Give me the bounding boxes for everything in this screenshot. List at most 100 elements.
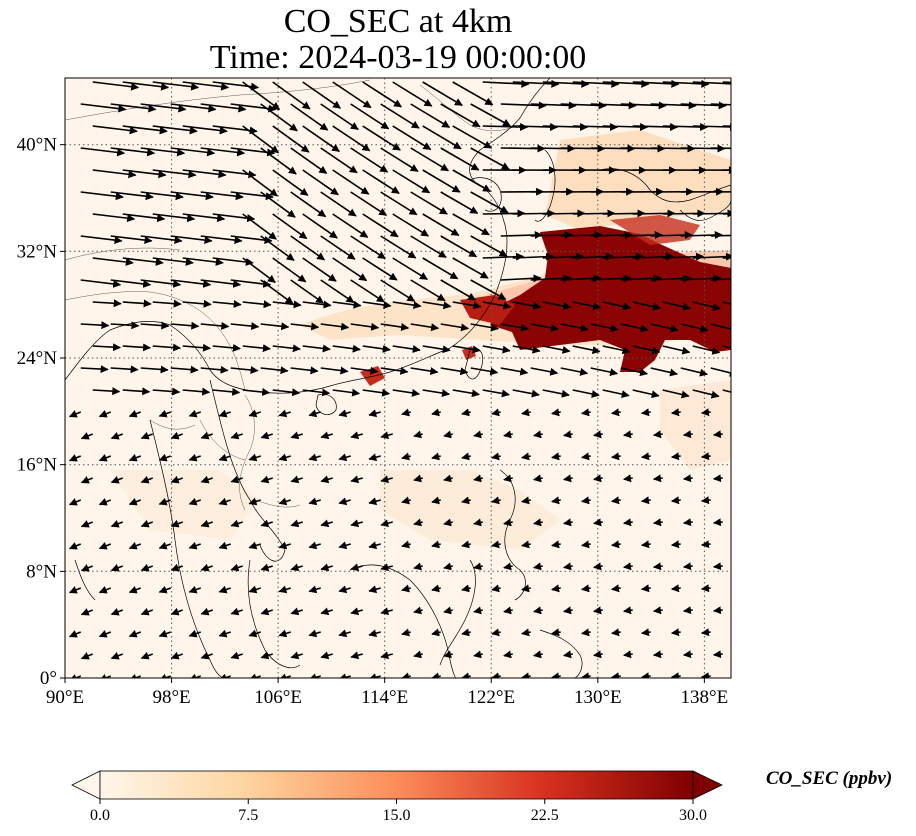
colorbar-gradient [99, 770, 694, 800]
wind-arrow [692, 252, 731, 261]
wind-arrow [422, 345, 451, 354]
wind-arrow [503, 518, 513, 527]
wind-arrow [320, 607, 333, 616]
wind-arrow [632, 79, 680, 88]
wind-arrow [470, 279, 507, 301]
wind-arrow [140, 235, 183, 245]
wind-arrow [692, 301, 721, 311]
wind-arrow [230, 322, 260, 331]
wind-arrow [641, 540, 651, 549]
wind-arrow [380, 147, 419, 173]
wind-arrow [98, 586, 112, 594]
wind-arrow [170, 607, 183, 616]
wind-arrow [302, 388, 331, 397]
title-line-2: Time: 2024-03-19 00:00:00 [209, 39, 587, 76]
wind-arrow [182, 213, 226, 223]
wind-arrow [593, 518, 603, 527]
wind-arrow [380, 563, 393, 572]
wind-arrow [98, 630, 112, 638]
wind-arrow [302, 81, 342, 109]
wind-arrow [500, 323, 529, 332]
wind-arrow [461, 496, 471, 505]
wind-arrow [188, 629, 201, 638]
wind-arrow [722, 301, 731, 305]
wind-arrow [440, 367, 469, 376]
wind-arrow [641, 452, 651, 461]
colorbar-tick-label: 15.0 [383, 807, 411, 824]
wind-arrow [140, 651, 154, 660]
wind-arrow [662, 345, 691, 355]
wind-arrow [170, 103, 217, 113]
wind-arrow [521, 540, 531, 549]
wind-arrow [290, 191, 327, 218]
concentration-field [110, 130, 731, 550]
wind-arrow [611, 408, 621, 417]
wind-arrow [623, 430, 633, 439]
wind-arrow [461, 540, 471, 549]
wind-arrow [431, 584, 441, 593]
wind-arrow [182, 81, 230, 91]
colorbar-low-extend [71, 770, 101, 800]
wind-arrow [230, 519, 243, 528]
wind-arrow [140, 431, 154, 440]
wind-arrow [482, 79, 530, 88]
wind-arrow [653, 430, 663, 439]
wind-arrow [272, 213, 308, 240]
wind-arrow [332, 300, 362, 309]
wind-arrow [440, 279, 476, 301]
wind-arrow [380, 279, 416, 302]
wind-arrow [350, 475, 363, 484]
wind-arrow [620, 231, 663, 240]
lon-tick-label: 122°E [467, 687, 515, 708]
wind-arrow [242, 300, 272, 309]
wind-arrow [671, 584, 681, 593]
wind-arrow [230, 651, 243, 660]
wind-arrow [92, 169, 137, 179]
wind-arrow [551, 672, 561, 678]
wind-arrow [170, 365, 199, 374]
wind-arrow [110, 608, 124, 616]
wind-arrow [200, 651, 213, 660]
wind-arrow [392, 125, 432, 151]
wind-arrow [350, 519, 363, 528]
wind-arrow [443, 562, 453, 571]
wind-arrow [320, 366, 349, 375]
wind-arrow [170, 431, 183, 440]
wind-arrow [80, 564, 94, 572]
wind-arrow [110, 365, 139, 374]
wind-arrow [188, 409, 201, 418]
wind-arrow [122, 257, 164, 266]
wind-arrow [440, 235, 478, 258]
wind-arrow [200, 279, 242, 288]
wind-arrow [158, 453, 172, 462]
wind-arrow [500, 367, 529, 376]
wind-arrow [98, 674, 112, 678]
wind-arrow [68, 410, 82, 418]
wind-arrow [581, 496, 591, 505]
wind-arrow [338, 541, 351, 550]
wind-arrow [140, 147, 186, 157]
wind-arrow [350, 191, 388, 216]
wind-arrow [722, 125, 731, 128]
wind-arrow [332, 81, 372, 109]
wind-arrow [572, 252, 615, 261]
lon-tick-label: 106°E [254, 687, 302, 708]
wind-arrow [68, 454, 82, 462]
wind-arrow [422, 81, 463, 107]
wind-arrow [260, 322, 290, 331]
wind-arrow [212, 81, 260, 91]
wind-arrow [590, 367, 619, 377]
wind-arrow [710, 234, 731, 237]
wind-arrow [260, 191, 296, 218]
wind-arrow [710, 323, 731, 333]
wind-arrow [602, 79, 650, 88]
wind-arrow [350, 279, 385, 303]
wind-arrow [650, 274, 692, 283]
wind-arrow [368, 409, 381, 418]
wind-arrow [188, 585, 201, 594]
wind-arrow [503, 562, 513, 571]
wind-arrow [128, 409, 142, 418]
wind-arrow [272, 125, 310, 153]
wind-arrow [470, 147, 510, 170]
